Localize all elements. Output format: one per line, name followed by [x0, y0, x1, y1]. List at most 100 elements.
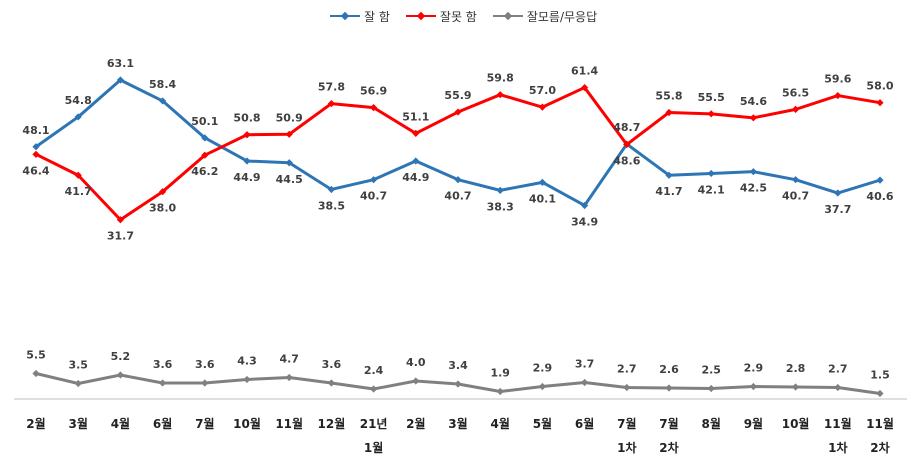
point-good-4	[201, 134, 209, 142]
data-label-unknown-2: 5.2	[111, 350, 131, 363]
data-label-unknown-6: 4.7	[279, 353, 299, 366]
point-bad-9	[412, 129, 420, 137]
point-unknown-3	[159, 379, 167, 387]
data-label-bad-2: 31.7	[107, 230, 134, 243]
point-unknown-18	[792, 383, 800, 391]
x-tick-label-7: 12월	[318, 416, 346, 431]
data-label-bad-19: 59.6	[824, 73, 851, 86]
point-good-12	[538, 178, 546, 186]
point-unknown-1	[74, 379, 82, 388]
point-unknown-4	[201, 379, 209, 387]
point-unknown-13	[581, 378, 589, 387]
data-label-good-13: 34.9	[571, 215, 598, 228]
data-label-unknown-12: 2.9	[533, 362, 553, 375]
x-tick-label-10: 3월	[448, 416, 467, 431]
x-tick-label-19: 11월	[824, 416, 852, 431]
data-label-bad-15: 55.8	[655, 89, 682, 102]
point-bad-17	[749, 114, 757, 122]
point-bad-20	[876, 99, 884, 107]
x-tick-label-16: 8월	[702, 416, 721, 431]
x-tick-label-1: 3월	[69, 416, 88, 431]
data-label-good-8: 40.7	[360, 190, 387, 203]
data-label-good-20: 40.6	[866, 190, 893, 203]
point-unknown-0	[32, 369, 40, 378]
data-label-good-4: 50.1	[191, 115, 218, 128]
data-label-unknown-17: 2.9	[744, 362, 764, 375]
data-label-good-16: 42.1	[698, 183, 725, 196]
point-good-9	[412, 157, 420, 165]
point-bad-13	[581, 83, 589, 92]
point-unknown-19	[834, 383, 842, 392]
data-label-bad-9: 51.1	[402, 110, 429, 123]
x-tick-label-18: 10월	[782, 416, 810, 431]
data-label-good-7: 38.5	[318, 199, 345, 212]
data-label-bad-8: 56.9	[360, 85, 387, 98]
point-unknown-2	[116, 371, 124, 379]
x-tick-label-13: 6월	[575, 416, 594, 431]
data-label-good-18: 40.7	[782, 190, 809, 203]
x-tick-label-15: 7월	[659, 416, 678, 431]
point-bad-5	[243, 131, 251, 139]
data-label-good-6: 44.5	[276, 173, 303, 186]
data-label-bad-14: 48.6	[613, 155, 640, 168]
data-label-bad-12: 57.0	[529, 84, 556, 97]
data-label-good-14: 48.7	[613, 121, 640, 134]
point-bad-2	[116, 216, 124, 224]
x-tick-label-4: 7월	[195, 416, 214, 431]
data-label-unknown-8: 2.4	[364, 364, 384, 377]
legend-item-bad: 잘못 함	[405, 8, 477, 25]
point-good-15	[665, 171, 673, 179]
point-bad-4	[201, 151, 209, 159]
data-label-unknown-4: 3.6	[195, 358, 215, 371]
point-good-16	[707, 169, 715, 178]
point-good-13	[581, 201, 589, 210]
data-label-unknown-16: 2.5	[701, 364, 721, 377]
data-label-bad-16: 55.5	[698, 91, 725, 104]
point-good-2	[116, 76, 124, 84]
x-tick-label-9: 2월	[406, 416, 425, 431]
data-label-good-2: 63.1	[107, 57, 134, 70]
point-good-6	[285, 159, 293, 167]
legend-swatch-unknown	[492, 11, 523, 21]
x-tick-label-0: 2월	[26, 416, 45, 431]
data-label-unknown-13: 3.7	[575, 358, 595, 371]
point-bad-3	[159, 188, 167, 196]
data-label-bad-7: 57.8	[318, 81, 345, 94]
point-unknown-11	[496, 387, 504, 396]
point-unknown-8	[370, 385, 378, 393]
point-good-3	[159, 97, 167, 105]
point-good-0	[32, 143, 40, 151]
x-tick-label-20-line2: 2차	[870, 440, 889, 455]
point-unknown-7	[327, 379, 335, 387]
legend-swatch-good	[330, 11, 360, 21]
x-tick-label-11: 4월	[491, 416, 510, 431]
point-bad-8	[370, 103, 378, 112]
data-label-unknown-1: 3.5	[68, 359, 88, 372]
x-tick-label-5: 10월	[233, 416, 261, 431]
point-unknown-12	[538, 382, 546, 391]
data-label-unknown-9: 4.0	[406, 356, 426, 369]
x-tick-label-3: 6월	[153, 416, 172, 431]
x-tick-label-19-line2: 1차	[828, 440, 847, 455]
legend-swatch-bad	[405, 11, 436, 21]
point-good-8	[370, 176, 378, 184]
x-tick-label-12: 5월	[533, 416, 552, 431]
data-label-unknown-5: 4.3	[237, 355, 257, 368]
data-label-unknown-3: 3.6	[153, 358, 173, 371]
point-bad-18	[792, 105, 800, 113]
data-label-good-1: 54.8	[65, 94, 92, 107]
point-good-5	[243, 157, 251, 165]
data-label-unknown-20: 1.5	[870, 369, 890, 382]
point-unknown-6	[285, 373, 293, 382]
x-tick-label-2: 4월	[111, 416, 130, 431]
point-good-10	[454, 176, 462, 184]
data-label-good-15: 41.7	[655, 185, 682, 198]
x-tick-label-8-line2: 1월	[364, 440, 383, 455]
x-tick-label-14: 7월	[617, 416, 636, 431]
data-label-bad-18: 56.5	[782, 86, 809, 99]
data-label-unknown-18: 2.8	[786, 362, 806, 375]
point-good-19	[834, 189, 842, 197]
data-label-bad-11: 59.8	[487, 72, 514, 85]
data-label-good-10: 40.7	[444, 190, 471, 203]
